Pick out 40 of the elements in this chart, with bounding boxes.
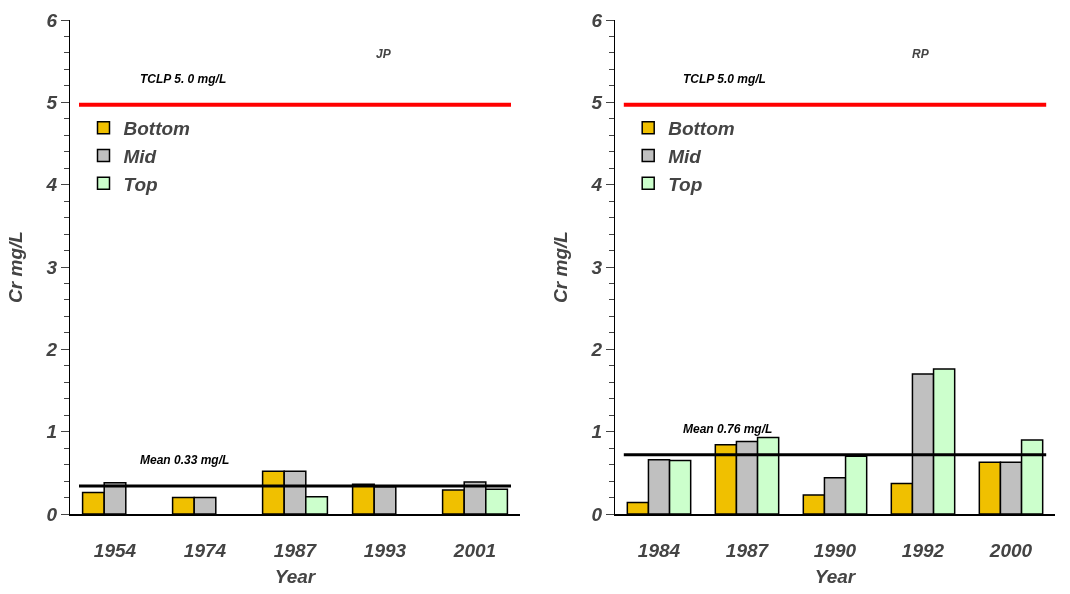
x-tick-label: 1990 bbox=[813, 539, 857, 561]
x-tick-label: 2001 bbox=[452, 539, 497, 561]
x-axis-title: Year bbox=[274, 566, 317, 588]
y-tick-label: 5 bbox=[46, 91, 58, 113]
y-axis-title: Cr mg/L bbox=[5, 231, 26, 303]
x-tick-label: 1987 bbox=[725, 539, 770, 561]
ref-line-label: TCLP 5.0 mg/L bbox=[683, 72, 766, 86]
y-tick-label: 4 bbox=[590, 174, 603, 196]
x-tick-label: 1993 bbox=[363, 539, 407, 561]
y-tick-label: 3 bbox=[46, 256, 58, 278]
y-tick-label: 1 bbox=[46, 421, 58, 443]
y-tick-label: 6 bbox=[591, 9, 603, 31]
x-tick-label: 1954 bbox=[93, 539, 137, 561]
legend-label: Top bbox=[123, 173, 158, 195]
x-tick-label: 2000 bbox=[988, 539, 1033, 561]
y-tick-label: 0 bbox=[591, 503, 603, 525]
y-tick-label: 4 bbox=[45, 174, 58, 196]
x-tick-label: 1974 bbox=[183, 539, 227, 561]
y-tick-label: 3 bbox=[591, 256, 603, 278]
text: JP bbox=[376, 47, 392, 61]
legend-label: Mid bbox=[668, 145, 702, 167]
y-tick-label: 2 bbox=[45, 338, 58, 360]
x-tick-label: 1992 bbox=[901, 539, 945, 561]
legend-label: Mid bbox=[123, 145, 157, 167]
legend-label: Top bbox=[668, 173, 703, 195]
x-tick-label: 1984 bbox=[637, 539, 681, 561]
y-tick-label: 1 bbox=[591, 421, 603, 443]
ref-line-label: Mean 0.76 mg/L bbox=[683, 422, 773, 436]
y-tick-label: 5 bbox=[591, 91, 603, 113]
y-axis-title: Cr mg/L bbox=[550, 231, 571, 303]
x-axis-title: Year bbox=[814, 566, 857, 588]
legend-label: Bottom bbox=[123, 118, 191, 140]
y-tick-label: 2 bbox=[590, 338, 603, 360]
text: RP bbox=[912, 47, 930, 61]
legend-label: Bottom bbox=[668, 118, 735, 140]
y-tick-label: 6 bbox=[46, 9, 58, 31]
y-tick-label: 0 bbox=[46, 503, 58, 525]
x-tick-label: 1987 bbox=[273, 539, 318, 561]
ref-line-label: Mean 0.33 mg/L bbox=[140, 453, 230, 467]
ref-line-label: TCLP 5. 0 mg/L bbox=[140, 72, 227, 86]
